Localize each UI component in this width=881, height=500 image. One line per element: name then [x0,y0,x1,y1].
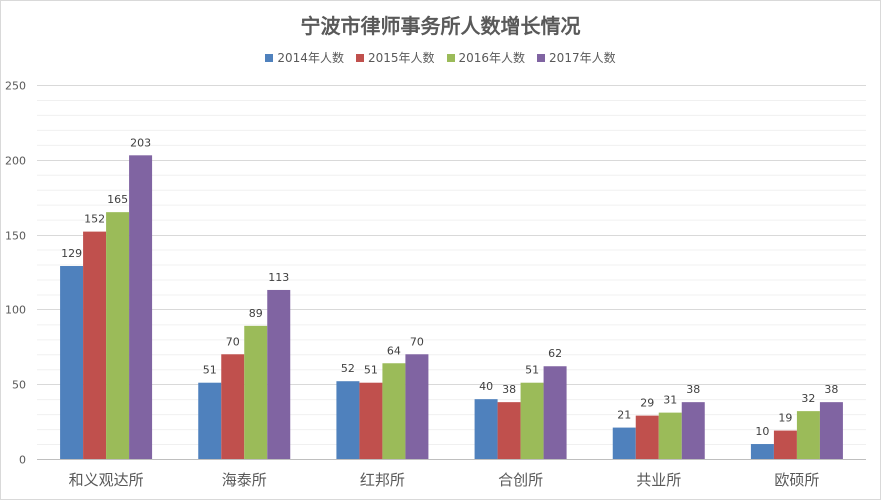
legend-swatch [265,53,274,62]
bar [83,231,107,459]
data-label: 152 [84,213,105,226]
data-label: 51 [203,364,217,377]
data-label: 113 [268,271,289,284]
data-label: 38 [824,383,838,396]
legend-swatch [446,53,455,62]
y-tick-label: 0 [19,454,26,467]
legend-swatch [355,53,364,62]
chart-title: 宁波市律师事务所人数增长情况 [300,14,581,38]
bar [796,411,820,459]
legend-label: 2017年人数 [549,51,616,65]
data-label: 70 [410,335,424,348]
bar [681,402,705,459]
bar [750,444,774,459]
data-label: 129 [61,247,82,260]
y-tick-label: 150 [5,230,26,243]
x-tick-label: 共业所 [636,471,681,489]
bar [658,412,682,459]
x-tick-label: 红邦所 [360,471,405,489]
legend-swatch [537,53,546,62]
legend: 2014年人数 2015年人数 2016年人数 2017年人数 [0,49,881,66]
bar [336,381,360,459]
bar [819,402,843,459]
bar [60,266,84,459]
legend-item: 2016年人数 [446,49,526,66]
data-label: 89 [249,307,263,320]
bar [474,399,498,459]
bar [405,354,429,459]
legend-item: 2015年人数 [355,49,435,66]
bar [267,289,291,459]
y-tick-label: 100 [5,304,26,317]
bar [244,325,268,459]
legend-item: 2017年人数 [537,49,616,66]
bar [612,427,636,459]
x-tick-label: 合创所 [498,471,543,489]
data-label: 51 [364,364,378,377]
bar [382,363,406,459]
data-label: 165 [107,193,128,206]
bar [198,382,222,459]
data-label: 21 [617,409,631,422]
bar [497,402,521,459]
legend-label: 2016年人数 [458,51,526,65]
y-tick-label: 200 [5,155,26,168]
data-label: 29 [640,397,654,410]
x-tick-label: 欧硕所 [774,471,819,489]
legend-item: 2014年人数 [265,49,344,66]
bar [635,415,659,459]
bar [106,212,130,459]
data-label: 64 [387,344,401,357]
data-label: 203 [130,136,151,149]
data-label: 40 [479,380,493,393]
bar [359,382,383,459]
data-label: 51 [525,364,539,377]
data-label: 52 [341,362,355,375]
data-label: 31 [663,394,677,407]
bar [129,155,153,459]
data-label: 38 [502,383,516,396]
legend-label: 2014年人数 [277,51,344,65]
x-tick-label: 和义观达所 [69,471,144,489]
data-label: 32 [801,392,815,405]
data-label: 10 [755,425,769,438]
data-label: 19 [778,412,792,425]
bar [520,382,544,459]
y-tick-label: 250 [5,80,26,93]
bar [543,366,567,459]
bar [221,354,245,459]
data-label: 38 [686,383,700,396]
x-tick-label: 海泰所 [222,471,267,489]
bar [773,430,797,459]
legend-label: 2015年人数 [367,51,435,65]
data-label: 70 [226,335,240,348]
y-tick-label: 50 [12,379,26,392]
data-label: 62 [548,347,562,360]
